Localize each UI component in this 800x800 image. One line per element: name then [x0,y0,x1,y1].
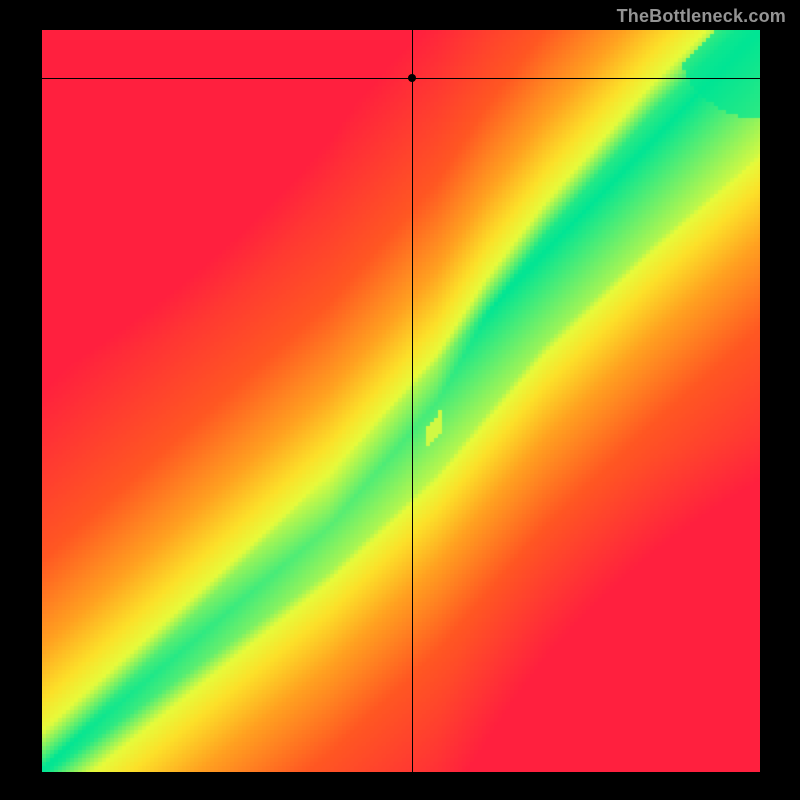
bottleneck-heatmap [42,30,760,772]
crosshair-marker [408,74,416,82]
crosshair-horizontal [42,78,760,79]
watermark-text: TheBottleneck.com [617,6,786,27]
crosshair-vertical [412,30,413,772]
